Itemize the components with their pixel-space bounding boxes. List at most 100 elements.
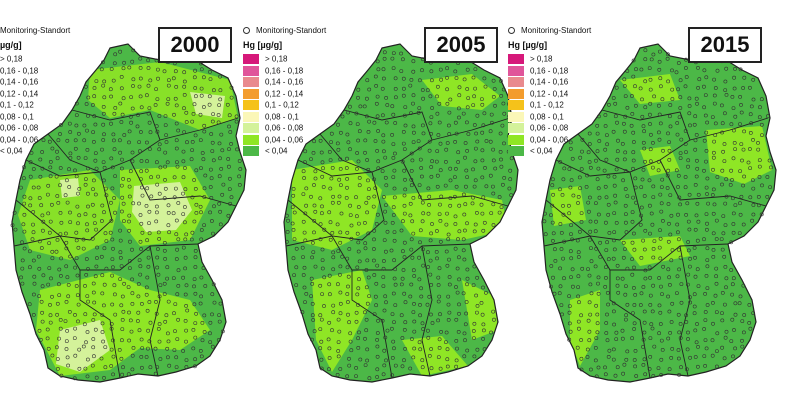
monitoring-site-marker <box>318 196 323 201</box>
monitoring-site-marker <box>356 336 361 341</box>
monitoring-site-marker <box>76 302 81 307</box>
monitoring-site-marker <box>491 309 496 314</box>
monitoring-site-marker <box>657 331 662 336</box>
monitoring-site-marker <box>220 192 225 197</box>
monitoring-site-marker <box>67 309 72 314</box>
monitoring-site-marker <box>412 274 417 278</box>
monitoring-site-marker <box>348 104 352 109</box>
monitoring-site-marker <box>354 374 358 379</box>
monitoring-site-marker <box>560 192 565 197</box>
monitoring-site-marker <box>39 299 44 304</box>
monitoring-site-marker <box>677 372 682 377</box>
monitoring-site-marker <box>411 59 416 64</box>
monitoring-site-marker <box>176 237 181 242</box>
monitoring-site-marker <box>193 248 198 253</box>
monitoring-site-marker <box>37 239 42 244</box>
monitoring-site-marker <box>183 292 188 297</box>
monitoring-site-marker <box>464 300 469 304</box>
monitoring-site-marker <box>74 101 79 106</box>
monitoring-site-marker <box>714 281 719 286</box>
monitoring-site-marker <box>145 346 150 351</box>
monitoring-site-marker <box>474 131 479 136</box>
monitoring-site-marker <box>381 266 386 271</box>
monitoring-site-marker <box>463 141 468 145</box>
monitoring-site-marker <box>91 318 96 322</box>
monitoring-site-marker <box>203 284 208 288</box>
monitoring-site-marker <box>372 228 377 233</box>
legend-class-label: > 0,18 <box>530 54 553 64</box>
monitoring-site-marker <box>68 151 73 156</box>
monitoring-site-marker <box>703 318 708 323</box>
monitoring-site-marker <box>137 149 142 154</box>
monitoring-site-marker <box>86 357 90 362</box>
monitoring-site-marker <box>348 339 353 344</box>
monitoring-site-marker <box>417 106 422 111</box>
monitoring-site-marker <box>720 130 725 135</box>
monitoring-site-marker <box>463 322 468 327</box>
monitoring-site-marker <box>741 86 746 90</box>
monitoring-site-marker <box>321 166 325 171</box>
monitoring-site-marker <box>632 247 637 252</box>
monitoring-site-marker <box>500 182 505 187</box>
monitoring-site-marker <box>722 142 727 146</box>
monitoring-site-marker <box>611 256 616 261</box>
monitoring-site-marker <box>466 132 471 136</box>
monitoring-site-marker <box>438 239 443 244</box>
monitoring-site-marker <box>567 203 571 208</box>
monitoring-site-marker <box>676 237 681 242</box>
monitoring-site-marker <box>461 248 466 253</box>
monitoring-site-marker <box>722 302 727 307</box>
monitoring-site-marker <box>329 131 334 136</box>
monitoring-site-marker <box>284 239 289 244</box>
monitoring-site-marker <box>758 105 762 110</box>
monitoring-site-marker <box>301 219 306 224</box>
monitoring-site-marker <box>130 106 135 111</box>
monitoring-site-marker <box>344 166 349 170</box>
monitoring-site-marker <box>84 84 88 89</box>
monitoring-site-marker <box>328 158 333 163</box>
monitoring-site-marker <box>733 203 738 208</box>
monitoring-site-marker <box>549 264 554 268</box>
monitoring-site-marker <box>445 357 450 362</box>
monitoring-site-marker <box>457 115 461 120</box>
monitoring-site-marker <box>384 358 388 363</box>
monitoring-site-marker <box>402 113 407 118</box>
monitoring-site-marker <box>704 273 709 278</box>
monitoring-site-marker <box>37 294 42 299</box>
monitoring-site-marker <box>497 210 502 215</box>
monitoring-site-marker <box>615 120 619 125</box>
monitoring-site-marker <box>175 247 180 252</box>
monitoring-site-marker <box>228 130 233 134</box>
monitoring-site-marker <box>411 355 416 360</box>
monitoring-site-marker <box>438 312 442 317</box>
monitoring-site-marker <box>567 321 572 326</box>
monitoring-site-marker <box>715 68 720 73</box>
monitoring-site-marker <box>373 139 378 143</box>
monitoring-site-marker <box>421 131 426 136</box>
monitoring-site-marker <box>339 211 344 216</box>
monitoring-site-marker <box>166 83 171 88</box>
monitoring-site-marker <box>330 200 335 205</box>
legend-class-label: < 0,04 <box>530 146 553 156</box>
monitoring-site-marker <box>658 310 663 315</box>
monitoring-site-marker <box>371 204 376 209</box>
monitoring-site-marker <box>643 57 648 62</box>
monitoring-site-marker <box>91 337 96 341</box>
monitoring-site-marker <box>86 299 91 304</box>
monitoring-site-marker <box>22 194 27 199</box>
monitoring-site-marker <box>318 222 323 227</box>
monitoring-site-marker <box>366 129 371 134</box>
monitoring-site-marker <box>300 245 305 250</box>
monitoring-site-marker <box>465 221 469 226</box>
monitoring-site-marker <box>587 142 592 146</box>
monitoring-site-marker <box>730 95 735 99</box>
monitoring-site-marker <box>420 219 425 224</box>
monitoring-site-marker <box>171 276 176 281</box>
monitoring-site-marker <box>392 168 397 173</box>
monitoring-site-marker <box>437 120 442 125</box>
monitoring-site-marker <box>119 183 124 188</box>
monitoring-site-marker <box>447 275 452 279</box>
monitoring-site-marker <box>154 299 158 304</box>
monitoring-site-marker <box>374 281 379 286</box>
monitoring-site-marker <box>401 129 406 134</box>
